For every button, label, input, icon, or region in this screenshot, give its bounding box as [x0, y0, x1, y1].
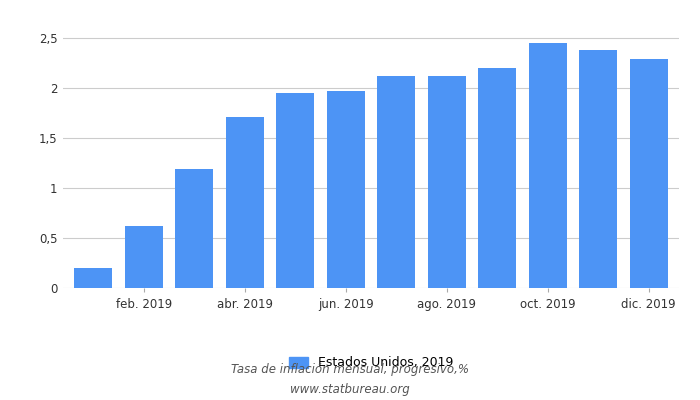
Bar: [528, 43, 567, 288]
Bar: [327, 91, 365, 288]
Bar: [175, 169, 214, 288]
Text: Tasa de inflación mensual, progresivo,%: Tasa de inflación mensual, progresivo,%: [231, 364, 469, 376]
Bar: [74, 268, 112, 288]
Text: www.statbureau.org: www.statbureau.org: [290, 384, 410, 396]
Bar: [125, 226, 162, 288]
Bar: [428, 76, 466, 288]
Bar: [226, 117, 264, 288]
Bar: [276, 93, 314, 288]
Bar: [377, 76, 415, 288]
Bar: [580, 50, 617, 288]
Bar: [630, 59, 668, 288]
Bar: [478, 68, 516, 288]
Legend: Estados Unidos, 2019: Estados Unidos, 2019: [284, 352, 458, 374]
